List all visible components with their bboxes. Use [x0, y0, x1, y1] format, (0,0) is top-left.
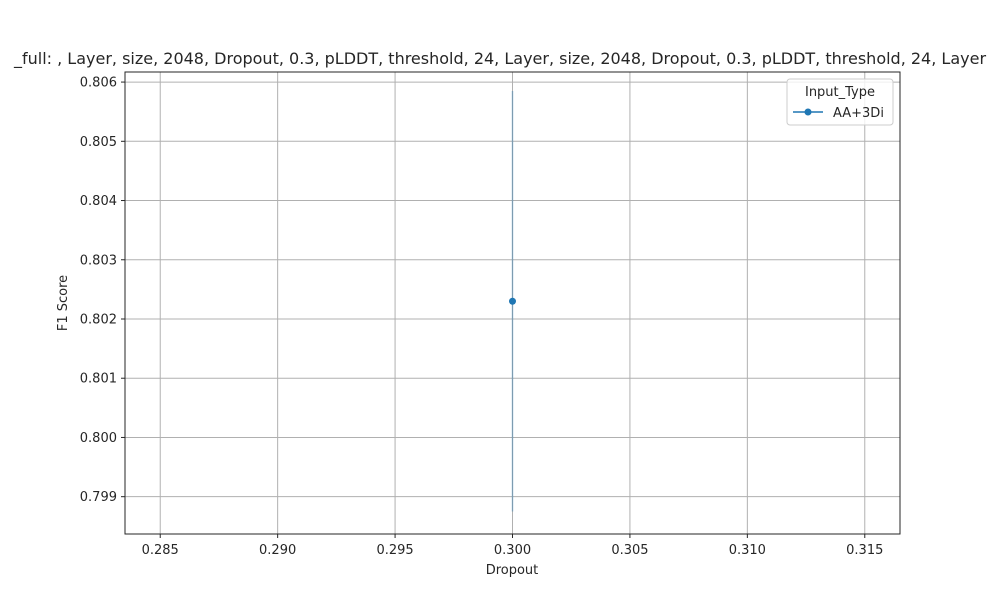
- series-layer: [509, 90, 516, 512]
- chart-title: _full: , Layer, size, 2048, Dropout, 0.3…: [13, 49, 986, 69]
- y-tick-label: 0.799: [80, 490, 117, 505]
- legend-entry-label: AA+3Di: [833, 106, 884, 121]
- x-tick-label: 0.310: [729, 543, 766, 558]
- y-tick-label: 0.800: [80, 431, 117, 446]
- y-tick-label: 0.802: [80, 312, 117, 327]
- x-axis-label: Dropout: [486, 563, 539, 578]
- x-tick-label: 0.305: [611, 543, 648, 558]
- y-tick-label: 0.806: [80, 76, 117, 91]
- data-point: [509, 297, 516, 305]
- x-tick-label: 0.290: [259, 543, 296, 558]
- x-tick-label: 0.295: [376, 543, 413, 558]
- y-tick-label: 0.804: [80, 194, 117, 209]
- y-tick-label: 0.803: [80, 253, 117, 268]
- legend: Input_Type AA+3Di: [786, 78, 894, 126]
- y-axis-label: F1 Score: [56, 275, 71, 331]
- x-tick-label: 0.285: [142, 543, 179, 558]
- legend-dot-marker: [804, 108, 812, 116]
- ticks: 0.285 0.290 0.295 0.300 0.305 0.310 0.315 0.799…: [80, 76, 884, 558]
- x-tick-label: 0.315: [846, 543, 883, 558]
- y-tick-label: 0.801: [80, 372, 117, 387]
- y-tick-label: 0.805: [80, 135, 117, 150]
- legend-title: Input_Type: [805, 85, 875, 100]
- x-tick-label: 0.300: [494, 543, 531, 558]
- grid: [125, 72, 900, 534]
- legend-box: [786, 78, 894, 126]
